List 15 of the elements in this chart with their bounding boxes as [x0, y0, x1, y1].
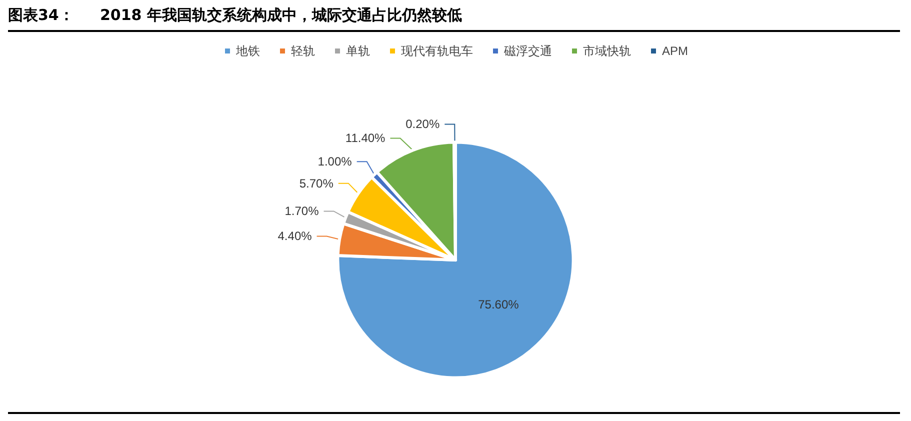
legend-label: 单轨 [346, 44, 370, 58]
legend-label: APM [662, 44, 688, 58]
legend-label: 市域快轨 [583, 44, 631, 58]
legend-label: 轻轨 [291, 44, 315, 58]
legend-label: 磁浮交通 [503, 44, 552, 58]
legend-label: 地铁 [235, 44, 260, 58]
data-label: 5.70% [299, 176, 334, 190]
data-label: 0.20% [406, 117, 440, 132]
data-label: 11.40% [345, 131, 386, 146]
data-label: 1.00% [318, 154, 352, 169]
data-label: 4.40% [278, 229, 312, 244]
data-label: 1.70% [284, 204, 320, 218]
legend-label: 现代有轨电车 [401, 44, 473, 58]
data-label: 75.60% [478, 298, 520, 312]
chart-title: 图表34： 2018 年我国轨交系统构成中，城际交通占比仍然较低 [8, 6, 462, 25]
